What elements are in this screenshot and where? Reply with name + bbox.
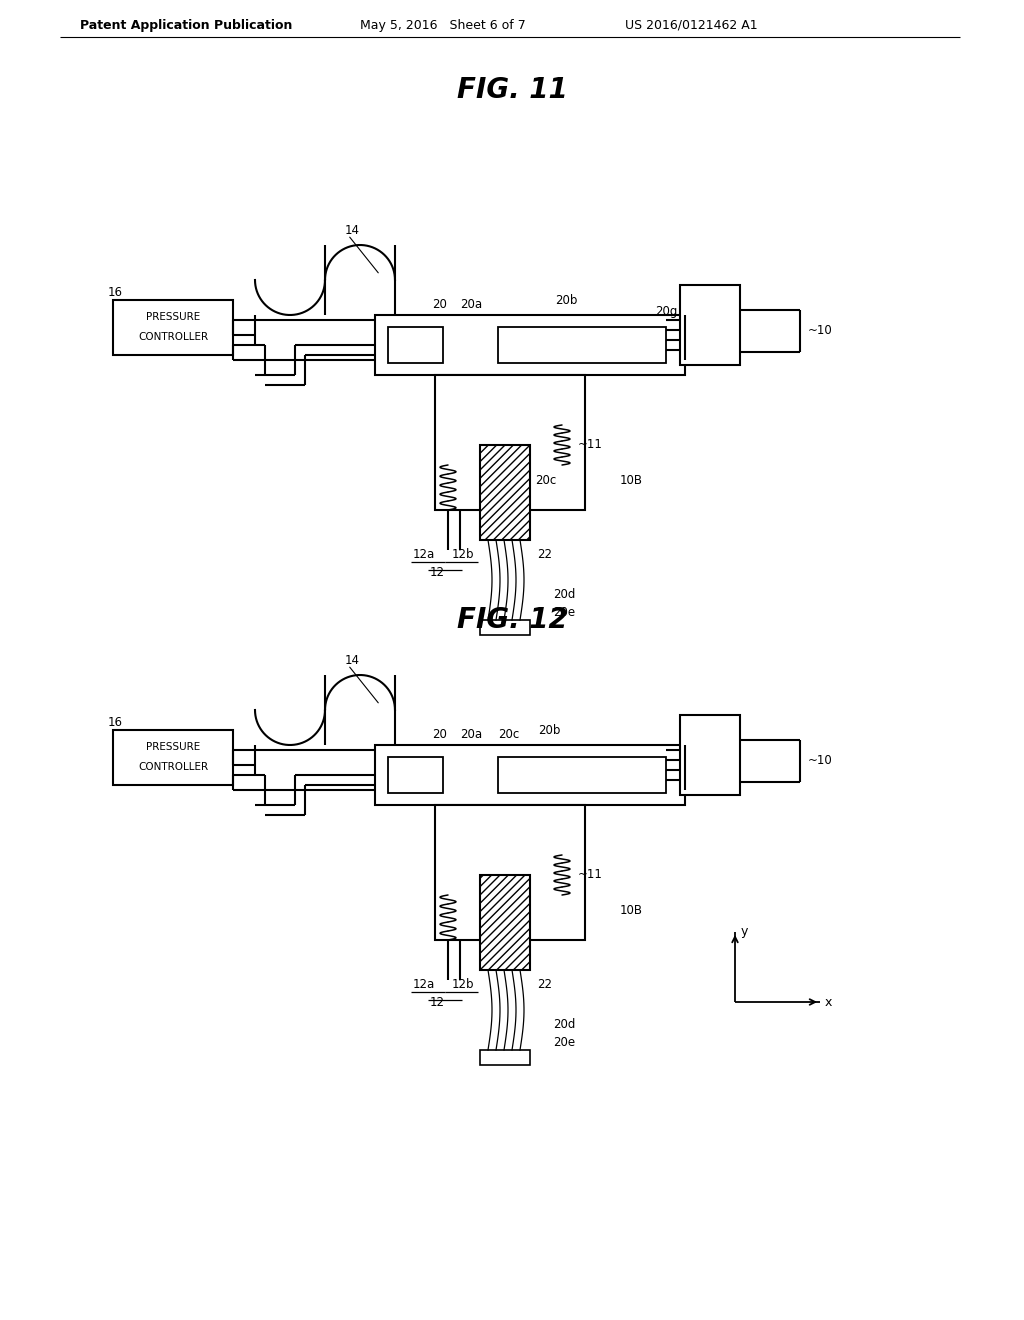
Text: FIG. 12: FIG. 12	[457, 606, 567, 634]
Text: 20b: 20b	[538, 723, 560, 737]
Bar	[375, 315, 685, 375]
Text: 12: 12	[430, 995, 445, 1008]
Text: US 2016/0121462 A1: US 2016/0121462 A1	[625, 18, 758, 32]
Text: ~11: ~11	[578, 437, 603, 450]
Text: 20c: 20c	[535, 474, 556, 487]
Text: ~10: ~10	[808, 754, 833, 767]
Text: CONTROLLER: CONTROLLER	[138, 763, 208, 772]
Text: 20e: 20e	[553, 606, 575, 619]
Text: 20a: 20a	[460, 298, 482, 312]
Text: FIG. 11: FIG. 11	[457, 77, 567, 104]
Bar	[388, 756, 443, 793]
Text: 22: 22	[537, 978, 552, 991]
Text: 20e: 20e	[553, 1035, 575, 1048]
Text: 10B: 10B	[620, 474, 643, 487]
Text: 16: 16	[108, 715, 123, 729]
Bar	[375, 744, 685, 805]
Text: CONTROLLER: CONTROLLER	[138, 333, 208, 342]
Text: 14: 14	[345, 223, 360, 236]
Text: 20d: 20d	[553, 1019, 575, 1031]
Text: y: y	[741, 925, 749, 939]
Bar	[388, 327, 443, 363]
Text: May 5, 2016   Sheet 6 of 7: May 5, 2016 Sheet 6 of 7	[360, 18, 525, 32]
Bar	[680, 285, 740, 366]
Text: 20a: 20a	[460, 729, 482, 742]
Bar	[680, 715, 740, 795]
Text: x: x	[825, 995, 833, 1008]
Bar	[113, 300, 233, 355]
Text: 20b: 20b	[555, 293, 578, 306]
Text: 22: 22	[537, 549, 552, 561]
Text: 12: 12	[430, 565, 445, 578]
Text: 12b: 12b	[452, 549, 474, 561]
Text: 16: 16	[108, 285, 123, 298]
Text: 10B: 10B	[620, 903, 643, 916]
Text: PRESSURE: PRESSURE	[145, 742, 200, 752]
Bar	[480, 620, 530, 635]
Text: Patent Application Publication: Patent Application Publication	[80, 18, 293, 32]
Text: 14: 14	[345, 653, 360, 667]
Text: 12a: 12a	[413, 978, 435, 991]
Text: 20: 20	[432, 298, 446, 312]
Bar	[480, 1049, 530, 1065]
Text: 12a: 12a	[413, 549, 435, 561]
Bar	[498, 756, 666, 793]
Text: ~10: ~10	[808, 323, 833, 337]
Bar	[435, 375, 585, 510]
Bar	[498, 327, 666, 363]
Bar	[113, 730, 233, 785]
Bar	[435, 805, 585, 940]
Text: 20d: 20d	[553, 589, 575, 602]
Bar	[480, 445, 530, 540]
Text: 20g: 20g	[655, 305, 677, 318]
Text: ~11: ~11	[578, 867, 603, 880]
Text: 12b: 12b	[452, 978, 474, 991]
Bar	[480, 875, 530, 970]
Text: 20: 20	[432, 729, 446, 742]
Text: PRESSURE: PRESSURE	[145, 313, 200, 322]
Text: 20c: 20c	[498, 729, 519, 742]
